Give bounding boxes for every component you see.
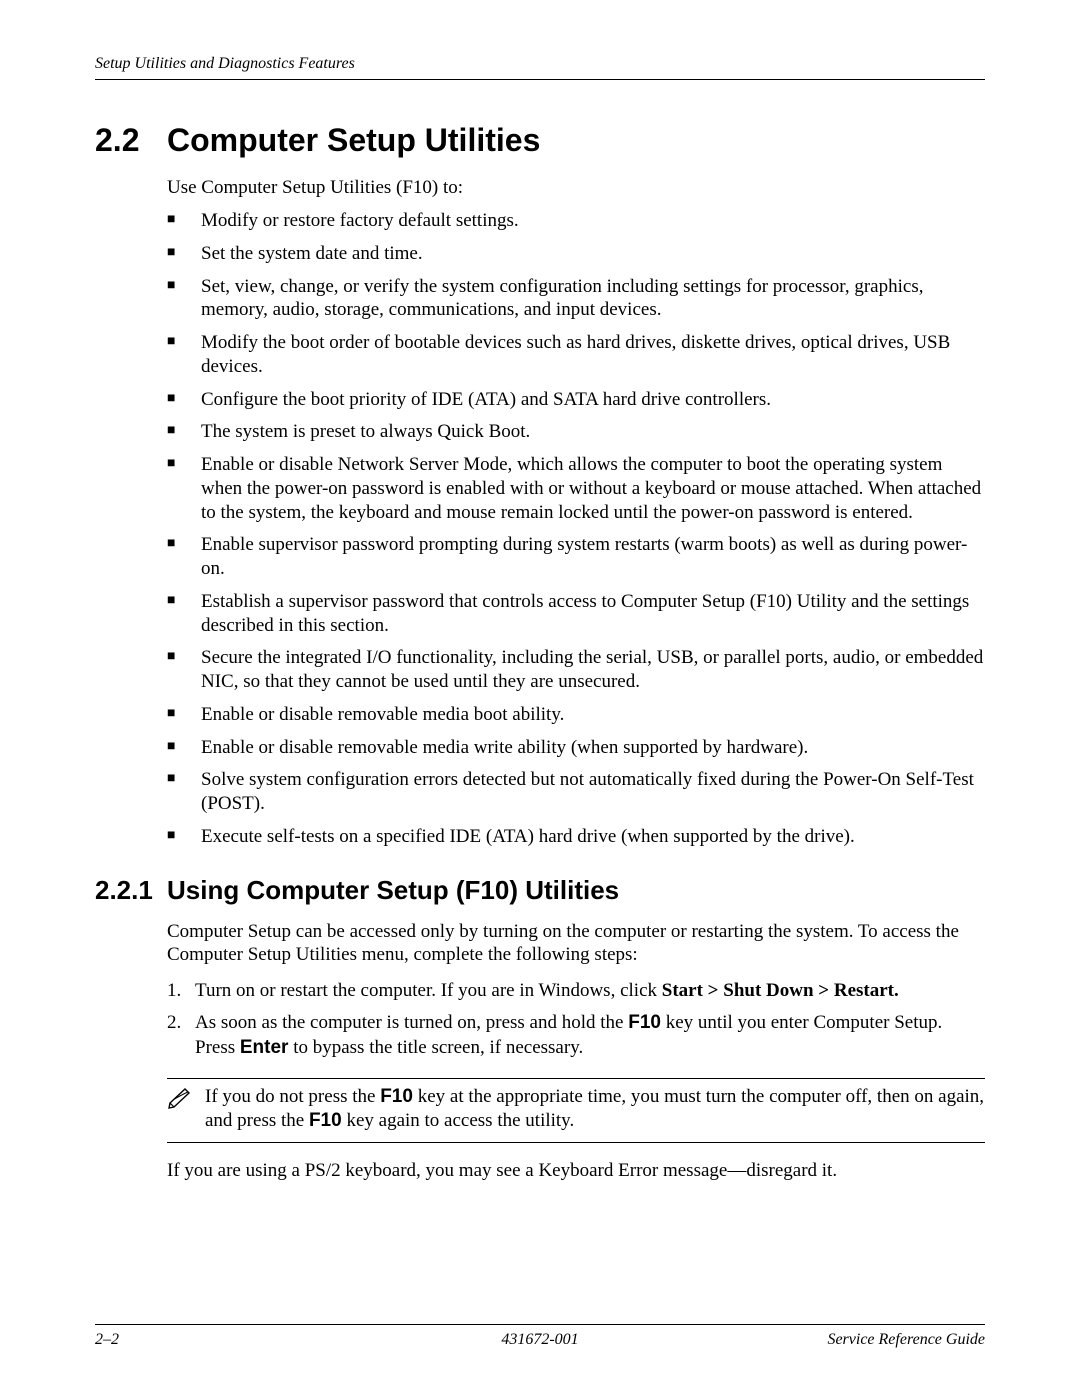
- note-text: If you do not press the F10 key at the a…: [205, 1085, 985, 1133]
- page-footer: 2–2 431672-001 Service Reference Guide: [95, 1324, 985, 1349]
- subsection-heading: 2.2.1Using Computer Setup (F10) Utilitie…: [95, 875, 985, 906]
- running-header: Setup Utilities and Diagnostics Features: [95, 55, 985, 73]
- step-key: F10: [628, 1012, 661, 1033]
- note-key: F10: [380, 1086, 413, 1107]
- list-item: Modify the boot order of bootable device…: [167, 331, 985, 379]
- note-key: F10: [309, 1110, 342, 1131]
- section-heading: 2.2Computer Setup Utilities: [95, 122, 985, 159]
- section-title-text: Computer Setup Utilities: [167, 122, 540, 158]
- list-item: Set, view, change, or verify the system …: [167, 275, 985, 323]
- subsection-number: 2.2.1: [95, 875, 167, 906]
- header-rule: [95, 79, 985, 80]
- after-note-para: If you are using a PS/2 keyboard, you ma…: [167, 1159, 985, 1183]
- bullet-list: Modify or restore factory default settin…: [167, 209, 985, 849]
- footer-page: 2–2: [95, 1331, 119, 1349]
- note-block: If you do not press the F10 key at the a…: [167, 1078, 985, 1144]
- step-text: As soon as the computer is turned on, pr…: [195, 1012, 628, 1033]
- list-item: Configure the boot priority of IDE (ATA)…: [167, 388, 985, 412]
- step-text: to bypass the title screen, if necessary…: [288, 1037, 583, 1058]
- section-intro: Use Computer Setup Utilities (F10) to:: [167, 177, 985, 199]
- note-span: If you do not press the: [205, 1086, 380, 1107]
- footer-rule: [95, 1324, 985, 1325]
- footer-guide: Service Reference Guide: [827, 1331, 985, 1349]
- steps-list: Turn on or restart the computer. If you …: [167, 979, 985, 1060]
- footer-row: 2–2 431672-001 Service Reference Guide: [95, 1331, 985, 1349]
- list-item: Secure the integrated I/O functionality,…: [167, 646, 985, 694]
- note-body: If you do not press the F10 key at the a…: [167, 1079, 985, 1143]
- list-item: Enable or disable removable media write …: [167, 736, 985, 760]
- note-span: key again to access the utility.: [342, 1110, 575, 1131]
- pencil-note-icon: [167, 1085, 195, 1111]
- step-item: Turn on or restart the computer. If you …: [167, 979, 985, 1003]
- list-item: The system is preset to always Quick Boo…: [167, 420, 985, 444]
- step-text: Turn on or restart the computer. If you …: [195, 980, 662, 1001]
- list-item: Solve system configuration errors detect…: [167, 768, 985, 816]
- section-number: 2.2: [95, 122, 167, 159]
- subsection-title-text: Using Computer Setup (F10) Utilities: [167, 875, 619, 905]
- list-item: Enable or disable removable media boot a…: [167, 703, 985, 727]
- step-item: As soon as the computer is turned on, pr…: [167, 1011, 985, 1060]
- step-key: Enter: [240, 1037, 289, 1058]
- list-item: Enable supervisor password prompting dur…: [167, 533, 985, 581]
- list-item: Modify or restore factory default settin…: [167, 209, 985, 233]
- note-rule-bottom: [167, 1142, 985, 1143]
- list-item: Establish a supervisor password that con…: [167, 590, 985, 638]
- list-item: Set the system date and time.: [167, 242, 985, 266]
- list-item: Execute self-tests on a specified IDE (A…: [167, 825, 985, 849]
- subsection-para: Computer Setup can be accessed only by t…: [167, 920, 985, 968]
- step-bold: Start > Shut Down > Restart.: [662, 980, 899, 1001]
- list-item: Enable or disable Network Server Mode, w…: [167, 453, 985, 524]
